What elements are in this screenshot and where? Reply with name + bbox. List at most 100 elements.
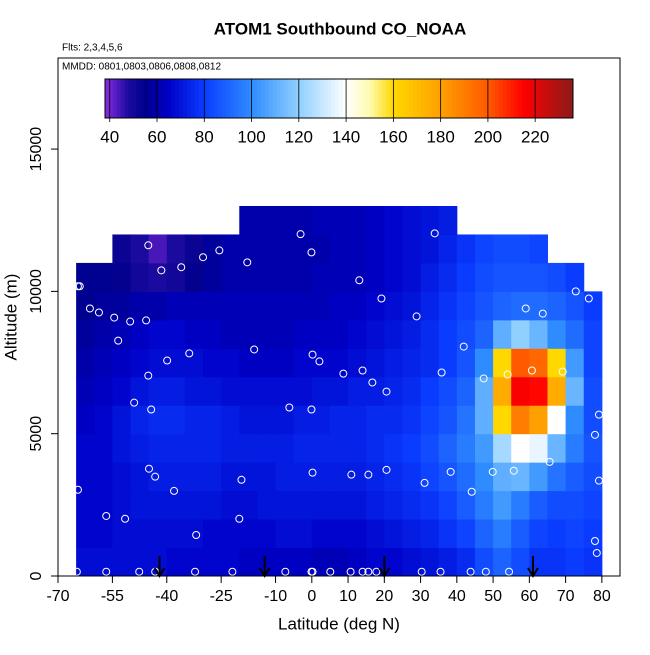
heat-cell — [166, 405, 186, 435]
heat-cell — [112, 376, 132, 406]
heat-cell — [456, 462, 476, 492]
heat-cell — [384, 490, 403, 520]
colorbar-swatch — [159, 79, 164, 118]
colorbar-swatch — [401, 79, 406, 118]
heat-cell — [348, 519, 367, 549]
heat-cell — [511, 376, 530, 406]
colorbar-swatch — [268, 79, 274, 118]
colorbar-swatch — [526, 79, 531, 118]
colorbar-swatch — [459, 79, 465, 118]
heat-cell — [130, 319, 150, 349]
heat-cell — [130, 519, 150, 549]
arrow-head — [153, 567, 166, 578]
sample-point — [142, 316, 151, 325]
colorbar-swatch — [440, 79, 445, 118]
sample-point — [147, 405, 156, 414]
colorbar-swatch — [292, 79, 297, 118]
heat-cell — [311, 234, 331, 264]
heat-cell — [203, 462, 222, 492]
heat-cell — [511, 262, 530, 292]
heat-cell — [221, 405, 240, 435]
colorbar-tick-label: 60 — [148, 127, 167, 146]
sample-point — [72, 567, 81, 576]
heat-cell — [493, 319, 512, 349]
sample-point — [126, 317, 135, 326]
subtitle: Flts: 2,3,4,5,6 — [62, 43, 123, 54]
heat-cell — [474, 348, 494, 378]
heat-cell — [348, 433, 367, 463]
sample-point — [135, 567, 144, 576]
heat-cell — [329, 319, 349, 349]
heat-cell — [348, 547, 367, 576]
heat-cell — [474, 519, 494, 549]
heat-cell — [148, 490, 168, 520]
heat-cell — [275, 234, 295, 264]
plot-frame — [57, 57, 621, 577]
heat-cell — [203, 405, 222, 435]
sample-points — [72, 229, 603, 576]
colorbar-swatch — [225, 79, 231, 118]
heat-cell — [493, 405, 512, 435]
heat-cell — [438, 291, 458, 321]
heat-cell — [203, 348, 222, 378]
heat-cell — [348, 291, 367, 321]
sample-point — [553, 248, 562, 257]
colorbar-swatch — [206, 79, 211, 118]
heat-cell — [456, 291, 476, 321]
heat-cell — [329, 519, 349, 549]
colorbar-swatch — [491, 79, 496, 118]
colorbar-swatch — [108, 79, 114, 118]
heat-cell — [311, 319, 331, 349]
heat-cell — [130, 234, 150, 264]
y-tick-label: 10000 — [28, 269, 45, 314]
heat-cell — [239, 206, 258, 235]
colorbar-tick-label: 40 — [100, 127, 119, 146]
heat-cell — [493, 547, 512, 576]
heat-cell — [583, 348, 603, 378]
heat-cell — [565, 462, 585, 492]
heat-cell — [547, 291, 567, 321]
heat-cell — [438, 206, 458, 235]
heat-cell — [293, 206, 313, 235]
sample-point — [467, 487, 476, 496]
heat-cell — [583, 291, 603, 321]
heat-cell — [402, 519, 422, 549]
heat-cell — [384, 348, 403, 378]
heat-cell — [130, 348, 150, 378]
heat-cell — [184, 262, 204, 292]
heat-cell — [221, 519, 240, 549]
colorbar-swatch — [565, 79, 570, 118]
heat-cell — [166, 234, 186, 264]
heat-cell — [420, 519, 440, 549]
heat-cell — [529, 433, 548, 463]
heat-cell — [184, 462, 204, 492]
heat-cell — [166, 433, 186, 463]
heat-cell — [293, 262, 313, 292]
heat-cell — [511, 319, 530, 349]
heat-cell — [348, 234, 367, 264]
heat-cell — [239, 433, 258, 463]
heatmap — [76, 206, 603, 576]
heat-cell — [329, 262, 349, 292]
x-tick-label: -25 — [210, 588, 233, 605]
colorbar-swatch — [428, 79, 434, 118]
colorbar-swatch — [452, 79, 457, 118]
colorbar-swatch — [569, 79, 574, 118]
heat-cell — [112, 405, 132, 435]
heat-cell — [275, 319, 295, 349]
heat-cell — [329, 291, 349, 321]
colorbar-swatch — [444, 79, 449, 118]
sample-point — [85, 304, 94, 313]
heat-cell — [293, 291, 313, 321]
heat-cell — [257, 291, 277, 321]
colorbar-swatch — [530, 79, 535, 118]
heat-cell — [130, 490, 150, 520]
heat-cell — [221, 291, 240, 321]
heat-cell — [529, 462, 548, 492]
sample-point — [121, 514, 130, 523]
colorbar-swatch — [311, 79, 317, 118]
heat-cell — [384, 376, 403, 406]
heat-cell — [184, 291, 204, 321]
colorbar-swatch — [190, 79, 196, 118]
